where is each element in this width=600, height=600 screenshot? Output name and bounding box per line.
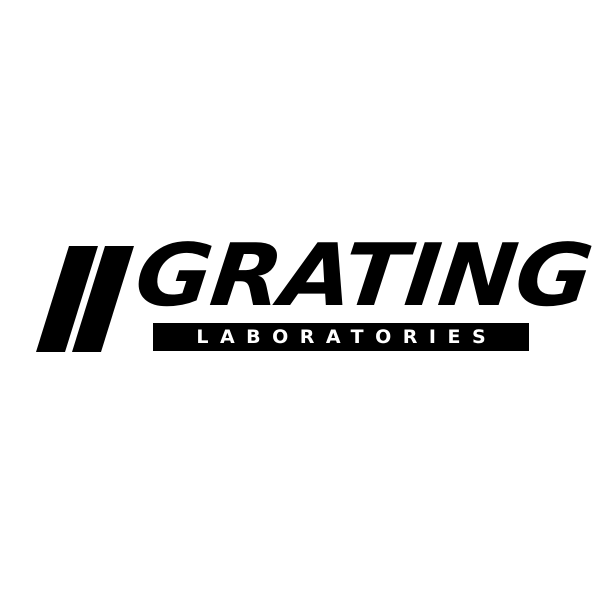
logo-name: GRATING xyxy=(130,226,597,326)
left-stripe xyxy=(36,246,98,352)
right-stripe xyxy=(72,246,134,352)
logo-wordmark: GRATING xyxy=(130,226,596,326)
tagline-bar: LABORATORIES xyxy=(153,323,529,351)
logo-tagline: LABORATORIES xyxy=(196,326,498,348)
